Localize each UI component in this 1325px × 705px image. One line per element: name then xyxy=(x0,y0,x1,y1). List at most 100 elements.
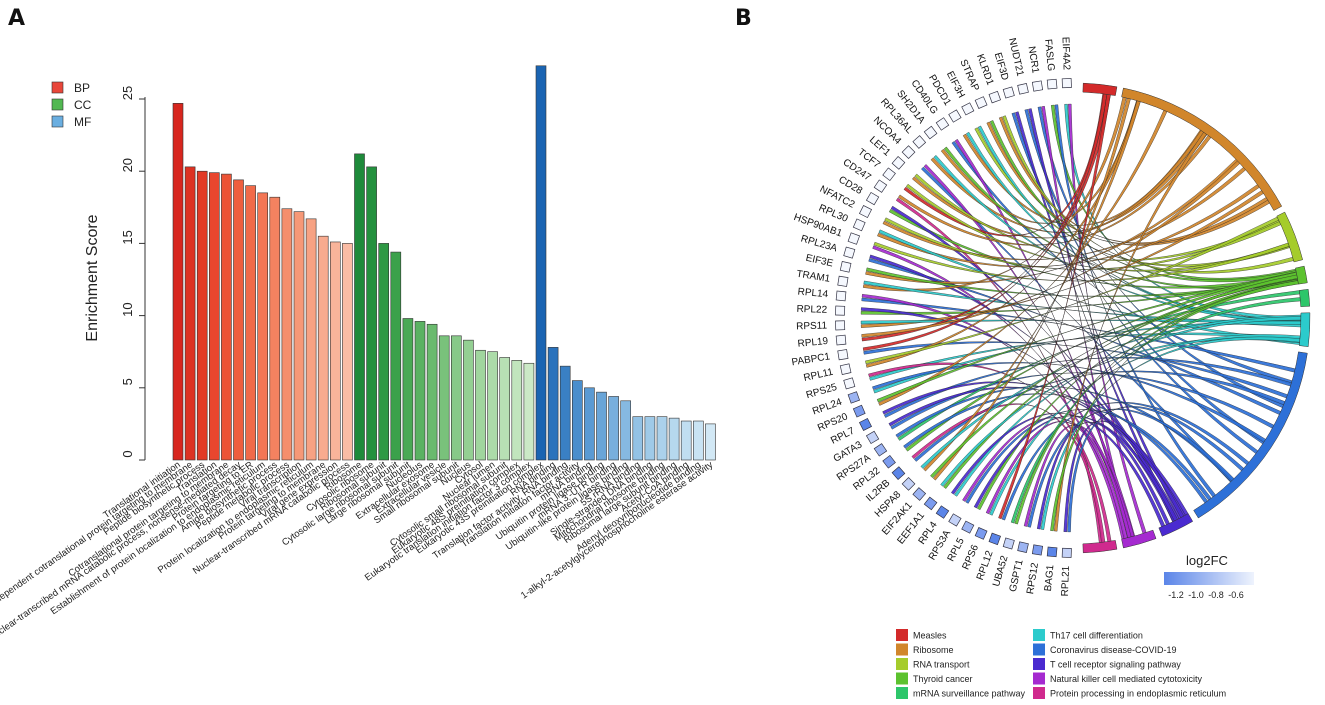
gene-square xyxy=(901,145,916,159)
gene-square xyxy=(839,261,852,273)
legend-label: Ribosome xyxy=(913,645,954,655)
bar xyxy=(172,103,184,461)
gene-square xyxy=(852,218,866,232)
gene-label: BAG1 xyxy=(1043,564,1057,592)
legend-label: Measles xyxy=(913,631,947,641)
gene-square xyxy=(843,246,856,259)
y-tick-label: 10 xyxy=(120,302,135,316)
gene-square xyxy=(852,404,866,418)
gene-label: PABPC1 xyxy=(791,351,831,368)
gene-square xyxy=(839,363,852,375)
colorbar-tick: -1.2 xyxy=(1168,590,1184,600)
gene-label: FASLG xyxy=(1042,39,1056,72)
panel-a-label: A xyxy=(8,6,25,31)
gene-square xyxy=(1046,546,1058,558)
category-label: Nuclear-transcribed mRNA catabolic proce… xyxy=(0,459,243,644)
colorbar-title: log2FC xyxy=(1186,553,1228,568)
gene-label: GSPT1 xyxy=(1008,558,1026,593)
y-tick-label: 25 xyxy=(120,86,135,100)
bar xyxy=(535,65,547,461)
gene-square xyxy=(873,179,888,193)
gene-label: RPL11 xyxy=(803,367,835,384)
legend-label: Thyroid cancer xyxy=(913,674,973,684)
bar xyxy=(390,251,402,461)
colorbar-tick: -0.8 xyxy=(1208,590,1224,600)
bar xyxy=(523,362,535,461)
colorbar-gradient xyxy=(1164,572,1254,585)
bar xyxy=(233,179,244,461)
y-tick-label: 0 xyxy=(120,450,135,457)
legend-swatch xyxy=(1033,687,1045,699)
bar-legend: BP CC MF xyxy=(51,81,92,129)
legend-swatch xyxy=(51,81,64,94)
gene-square xyxy=(948,513,962,527)
gene-square xyxy=(912,135,927,149)
bar xyxy=(221,173,232,461)
pathway-arc xyxy=(1082,82,1118,96)
bar xyxy=(414,321,426,461)
gene-square xyxy=(865,191,880,206)
legend-swatch xyxy=(896,629,908,641)
legend-label: Coronavirus disease-COVID-19 xyxy=(1050,645,1177,655)
ribbon xyxy=(903,93,1107,237)
legend-label: Th17 cell differentiation xyxy=(1050,631,1143,641)
y-axis-ticks: 0 5 10 15 20 25 xyxy=(120,86,145,461)
gene-label: EIF3E xyxy=(805,253,835,270)
bar xyxy=(680,420,692,461)
legend-swatch xyxy=(1033,643,1045,656)
bar xyxy=(668,417,680,461)
gene-square xyxy=(835,320,846,331)
log2fc-colorbar: log2FC -1.2 -1.0 -0.8 -0.6 xyxy=(1164,553,1254,600)
bar xyxy=(281,208,293,461)
panel-b-label: B xyxy=(735,6,752,31)
legend-label: T cell receptor signaling pathway xyxy=(1050,660,1181,670)
gene-square xyxy=(948,109,962,123)
legend-label: Protein processing in endoplasmic reticu… xyxy=(1050,689,1226,699)
bar xyxy=(342,243,353,461)
bars xyxy=(172,65,716,461)
bar xyxy=(269,196,281,461)
chord-diagram: EIF4A2FASLGNCR1NUDT21EIF3DKLRD1STRAPEIF3… xyxy=(791,37,1311,597)
gene-square xyxy=(882,454,896,469)
bar xyxy=(596,391,607,461)
bar xyxy=(499,357,511,461)
gene-square xyxy=(837,275,849,287)
bar xyxy=(209,172,220,461)
colorbar-ticks: -1.2 -1.0 -0.8 -0.6 xyxy=(1168,590,1244,600)
y-tick-label: 20 xyxy=(120,158,135,172)
gene-square xyxy=(891,466,906,480)
legend-swatch xyxy=(896,643,908,656)
pathway-arc xyxy=(1299,289,1310,307)
legend-swatch xyxy=(1033,629,1045,641)
bar xyxy=(656,416,668,461)
bar xyxy=(608,396,619,461)
pathway-arc xyxy=(1295,265,1308,285)
bar xyxy=(184,166,196,461)
y-axis-label: Enrichment Score xyxy=(84,214,101,341)
bar xyxy=(644,416,656,461)
gene-square xyxy=(835,305,846,316)
bar xyxy=(196,170,208,461)
gene-square xyxy=(882,167,896,182)
gene-square xyxy=(988,90,1001,104)
gene-label: EIF3D xyxy=(992,51,1011,81)
pathway-arc xyxy=(1082,540,1118,554)
gene-square xyxy=(835,334,847,346)
bar xyxy=(257,192,269,461)
pathway-arc xyxy=(1158,513,1194,537)
gene-label: RPS12 xyxy=(1025,562,1041,595)
legend-swatch xyxy=(896,672,908,685)
gene-label: RPL19 xyxy=(797,336,829,350)
bar xyxy=(692,420,704,461)
y-tick-label: 5 xyxy=(120,378,135,385)
bar xyxy=(438,335,450,461)
gene-square xyxy=(974,527,988,540)
ribbon xyxy=(966,131,1302,324)
bar xyxy=(317,235,329,461)
bar xyxy=(402,318,414,461)
pathway-arc xyxy=(1193,351,1308,519)
bar xyxy=(511,360,523,461)
legend-label: BP xyxy=(74,81,90,95)
bar xyxy=(620,400,632,461)
